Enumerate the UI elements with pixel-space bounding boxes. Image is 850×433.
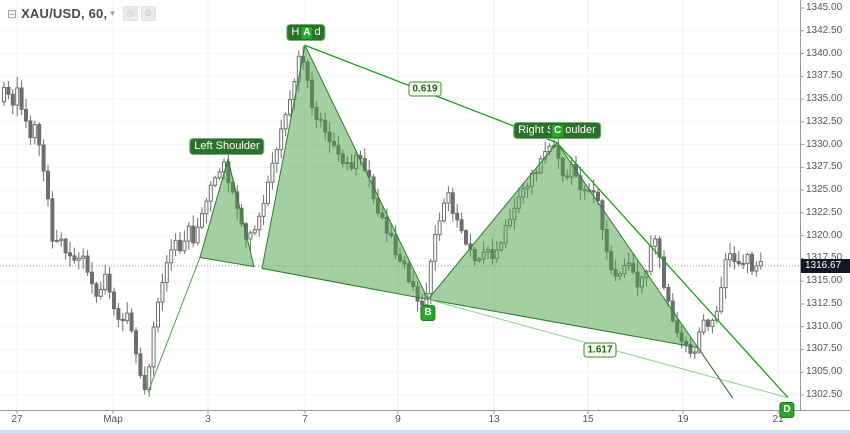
left-shoulder-label[interactable]: Left Shoulder bbox=[189, 138, 265, 156]
point-b-badge[interactable]: B bbox=[420, 305, 436, 322]
right-shoulder-label-clipped: S bbox=[547, 123, 550, 138]
price-tick-label: 1345.00 bbox=[806, 2, 843, 13]
right-shoulder-label[interactable]: Right SCoulder bbox=[513, 121, 601, 139]
time-tick-label: 27 bbox=[11, 414, 23, 425]
time-tick-label: 7 bbox=[302, 414, 308, 425]
point-d-badge[interactable]: D bbox=[779, 401, 795, 418]
price-tick-label: 1335.00 bbox=[806, 93, 843, 105]
price-tick-label: 1327.50 bbox=[806, 161, 843, 173]
price-tick-label: 1312.50 bbox=[806, 297, 843, 309]
chevron-down-icon[interactable]: ▾ bbox=[110, 8, 115, 18]
price-tick-label: 1315.00 bbox=[806, 275, 843, 287]
axis-borders bbox=[0, 0, 850, 414]
right-shoulder-label-start: Right bbox=[518, 123, 547, 136]
time-tick-label: 19 bbox=[677, 414, 689, 425]
symbol-legend: ⊟ XAU/USD, 60, ▾ ◎ ⚙ bbox=[7, 6, 156, 21]
price-tick-label: 1305.00 bbox=[806, 366, 843, 378]
current-price-tag: 1316.67 bbox=[801, 258, 850, 273]
gridlines bbox=[16, 0, 779, 410]
symbol-title[interactable]: XAU/USD, 60, bbox=[21, 6, 108, 21]
time-tick-label: 21 bbox=[772, 414, 784, 425]
point-c-badge[interactable]: C bbox=[550, 123, 565, 138]
time-tick-label: 9 bbox=[395, 414, 401, 425]
price-axis[interactable]: 1316.67 1345.00 1342.50 1340.00 1337.50 1335… bbox=[800, 0, 850, 410]
head-and-shoulders-pattern[interactable] bbox=[147, 43, 789, 399]
price-tick-label: 1322.50 bbox=[806, 206, 843, 218]
price-tick-label: 1330.00 bbox=[806, 138, 843, 150]
head-label-end: d bbox=[314, 26, 321, 39]
time-tick-label: 15 bbox=[582, 414, 594, 425]
time-axis[interactable]: 27 Мар 3 7 9 13 15 19 21 bbox=[0, 410, 800, 431]
head-label-start: H bbox=[291, 26, 300, 39]
price-tick-label: 1340.00 bbox=[806, 47, 843, 59]
collapse-legend-icon[interactable]: ⊟ bbox=[7, 6, 18, 21]
time-tick-label: Мар bbox=[103, 414, 123, 425]
price-tick-label: 1310.00 bbox=[806, 320, 843, 332]
point-a-badge[interactable]: A bbox=[300, 26, 314, 41]
time-tick-label: 13 bbox=[488, 414, 500, 425]
price-tick-label: 1342.50 bbox=[806, 24, 843, 36]
retracement-0619-badge[interactable]: 0.619 bbox=[408, 81, 442, 97]
price-tick-label: 1325.00 bbox=[806, 184, 843, 196]
extension-1617-badge[interactable]: 1.617 bbox=[583, 342, 617, 358]
eye-icon[interactable]: ◎ bbox=[122, 6, 138, 21]
price-tick-label: 1307.50 bbox=[806, 343, 843, 355]
price-tick-label: 1317.50 bbox=[806, 252, 843, 264]
right-shoulder-label-end: oulder bbox=[565, 123, 596, 136]
price-tick-label: 1337.50 bbox=[806, 70, 843, 82]
price-tick-label: 1302.50 bbox=[806, 389, 843, 400]
timeline-scrollbar[interactable] bbox=[0, 430, 850, 433]
gear-icon[interactable]: ⚙ bbox=[140, 6, 156, 21]
time-tick-label: 3 bbox=[205, 414, 211, 425]
price-tick-label: 1332.50 bbox=[806, 115, 843, 127]
price-tick-label: 1320.00 bbox=[806, 229, 843, 241]
